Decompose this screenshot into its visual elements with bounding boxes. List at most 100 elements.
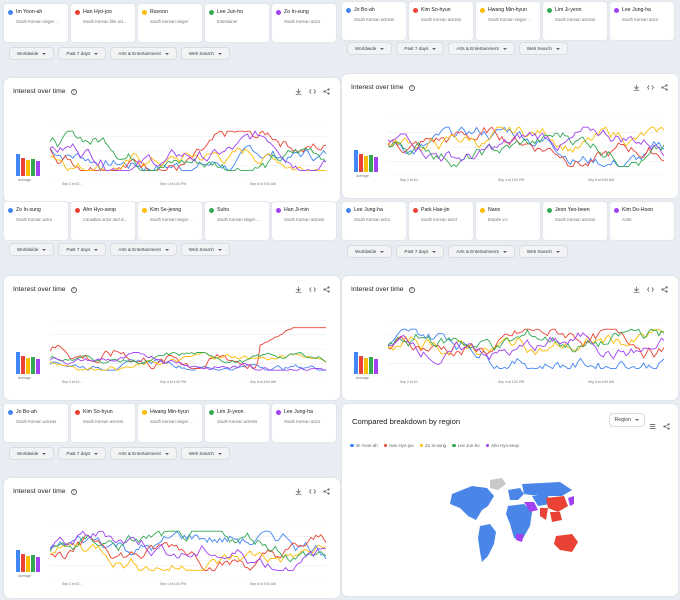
search-term-card[interactable]: Nano Empire v.v. (476, 202, 540, 240)
time-range-filter[interactable]: Past 7 days (59, 244, 106, 255)
search-term-card[interactable]: Lim Ji-yeon South Korean actress (205, 404, 269, 442)
search-term-card[interactable]: Kim Se-jeong South Korean singer ... (138, 202, 202, 240)
search-term-card[interactable]: Ravoon South Korean singer (138, 4, 202, 42)
search-term-subtitle: South Korean actress (555, 17, 596, 22)
download-icon[interactable] (295, 88, 302, 95)
share-icon[interactable] (661, 286, 668, 293)
embed-code-icon[interactable] (647, 84, 654, 91)
search-term-card[interactable]: Lim Ji-yeon South Korean actress (543, 2, 607, 40)
interest-line-chart[interactable] (388, 320, 664, 378)
help-icon[interactable]: ? (70, 286, 77, 293)
share-icon[interactable] (661, 84, 668, 91)
help-icon[interactable]: ? (408, 84, 415, 91)
time-range-filter[interactable]: Past 7 days (397, 246, 444, 257)
search-type-filter[interactable]: Web Search (519, 43, 567, 54)
series-line (50, 530, 326, 563)
search-term-card[interactable]: Lee Jung-ha South Korean actor (272, 404, 336, 442)
category-filter[interactable]: Arts & Entertainment (111, 244, 176, 255)
embed-code-icon[interactable] (309, 488, 316, 495)
embed-code-icon[interactable] (647, 286, 654, 293)
help-icon[interactable]: ? (70, 88, 77, 95)
map-southern-africa (516, 534, 524, 542)
search-term-card[interactable]: Zo In-sung South Korean actor (272, 4, 336, 42)
help-icon[interactable]: ? (408, 286, 415, 293)
average-bars (16, 152, 40, 176)
region-legend-item[interactable]: Im Yoon-ah (350, 443, 378, 448)
time-range-filter[interactable]: Past 7 days (59, 448, 106, 459)
download-icon[interactable] (295, 286, 302, 293)
region-legend-item[interactable]: Zo In-sung (419, 443, 446, 448)
series-color-dot (276, 409, 281, 415)
search-term-card[interactable]: Lee Jun-ho Entertainer (205, 4, 269, 42)
download-icon[interactable] (633, 286, 640, 293)
category-filter[interactable]: Arts & Entertainment (449, 246, 514, 257)
share-icon[interactable] (663, 417, 670, 430)
search-term-card[interactable]: Park Hae-jin South Korean actor (409, 202, 473, 240)
embed-code-icon[interactable] (309, 88, 316, 95)
region-legend-item[interactable]: Lee Jun-ho (452, 443, 480, 448)
region-filter[interactable]: Worldwide (10, 48, 54, 59)
category-filter[interactable]: Arts & Entertainment (449, 43, 514, 54)
search-term-card[interactable]: Ahn Hyo-seop Canadian actor and si... (71, 202, 135, 240)
search-term-card[interactable]: Kim So-hyun South Korean actress (409, 2, 473, 40)
search-term-card[interactable]: Hwang Min-hyun South Korean singer ... (476, 2, 540, 40)
search-term-card[interactable]: Lee Jung-ha South Korean actor (610, 2, 674, 40)
series-color-dot (547, 207, 552, 213)
download-icon[interactable] (295, 488, 302, 495)
help-icon[interactable]: ? (70, 488, 77, 495)
search-term-card[interactable]: Suho South Korean singer ... (205, 202, 269, 240)
time-range-filter[interactable]: Past 7 days (397, 43, 444, 54)
list-view-icon[interactable] (649, 417, 656, 430)
interest-line-chart[interactable] (388, 118, 664, 176)
search-term-card[interactable]: Jeon Yeo-been South Korean actress (543, 202, 607, 240)
search-term-card[interactable]: Zo In-sung South Korean actor (4, 202, 68, 240)
search-terms-row: Jo Bo-ah South Korean actress Kim So-hyun S… (4, 404, 336, 444)
search-term-card[interactable]: Han Hyo-joo South Korean film act... (71, 4, 135, 42)
download-icon[interactable] (633, 84, 640, 91)
series-color-dot (614, 7, 619, 13)
search-type-filter[interactable]: Web Search (181, 448, 229, 459)
search-type-filter[interactable]: Web Search (519, 246, 567, 257)
category-filter[interactable]: Arts & Entertainment (111, 448, 176, 459)
interest-line-chart[interactable] (50, 122, 326, 180)
search-term-card[interactable]: Lee Jung-ha South Korean actor (342, 202, 406, 240)
search-term-card[interactable]: Im Yoon-ah South Korean singer ... (4, 4, 68, 42)
series-line (50, 542, 326, 572)
search-term-subtitle: Canadian actor and si... (83, 217, 128, 222)
region-filter[interactable]: Worldwide (10, 448, 54, 459)
search-term-card[interactable]: Kim So-hyun South Korean actress (71, 404, 135, 442)
search-term-card[interactable]: Kim Do-Hoon Actor (610, 202, 674, 240)
region-filter[interactable]: Worldwide (348, 246, 392, 257)
embed-code-icon[interactable] (309, 286, 316, 293)
region-filter[interactable]: Worldwide (10, 244, 54, 255)
search-term-name: Kim Do-Hoon (622, 207, 654, 213)
series-color-dot (209, 9, 214, 15)
category-filter[interactable]: Arts & Entertainment (111, 48, 176, 59)
search-term-card[interactable]: Han Ji-min South Korean actress (272, 202, 336, 240)
region-legend-item[interactable]: Ahn Hyo-seop (485, 443, 519, 448)
search-term-card[interactable]: Jo Bo-ah South Korean actress (4, 404, 68, 442)
filter-label: Past 7 days (404, 46, 429, 51)
region-panel: Compared breakdown by region Region Im Y… (342, 404, 678, 596)
search-type-filter[interactable]: Web Search (181, 244, 229, 255)
average-bar (359, 356, 363, 374)
region-select[interactable]: Region (610, 414, 644, 426)
interest-line-chart[interactable] (50, 522, 326, 580)
region-filter[interactable]: Worldwide (348, 43, 392, 54)
x-axis-label: Sep 4 at 1:00 PM (498, 178, 525, 182)
search-term-name: Nano (488, 207, 501, 213)
time-range-filter[interactable]: Past 7 days (59, 48, 106, 59)
share-icon[interactable] (323, 488, 330, 495)
region-legend-item[interactable]: Han Hyo-joo (383, 443, 414, 448)
world-map[interactable] (442, 476, 582, 576)
panel-tools (633, 286, 668, 293)
share-icon[interactable] (323, 88, 330, 95)
search-type-filter[interactable]: Web Search (181, 48, 229, 59)
share-icon[interactable] (323, 286, 330, 293)
chevron-down-icon (555, 250, 560, 253)
interest-line-chart[interactable] (50, 320, 326, 378)
x-axis-label: Sep 2 at 10... (62, 582, 83, 586)
search-terms-row: Lee Jung-ha South Korean actor Park Hae-ji… (342, 202, 674, 242)
search-term-card[interactable]: Hwang Min-hyun South Korean singer ... (138, 404, 202, 442)
search-term-card[interactable]: Jo Bo-ah South Korean actress (342, 2, 406, 40)
